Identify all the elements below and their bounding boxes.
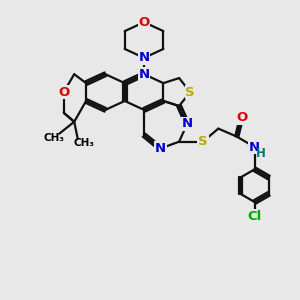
Text: O: O (58, 85, 69, 98)
Text: H: H (256, 147, 266, 160)
Text: N: N (249, 140, 260, 154)
Text: S: S (185, 85, 195, 98)
Text: N: N (155, 142, 166, 155)
Text: CH₃: CH₃ (44, 133, 64, 143)
Text: O: O (236, 111, 247, 124)
Text: O: O (138, 16, 150, 29)
Text: N: N (139, 68, 150, 81)
Text: N: N (182, 117, 193, 130)
Text: S: S (198, 135, 208, 148)
Text: CH₃: CH₃ (73, 138, 94, 148)
Text: Cl: Cl (248, 210, 262, 223)
Text: N: N (139, 51, 150, 64)
